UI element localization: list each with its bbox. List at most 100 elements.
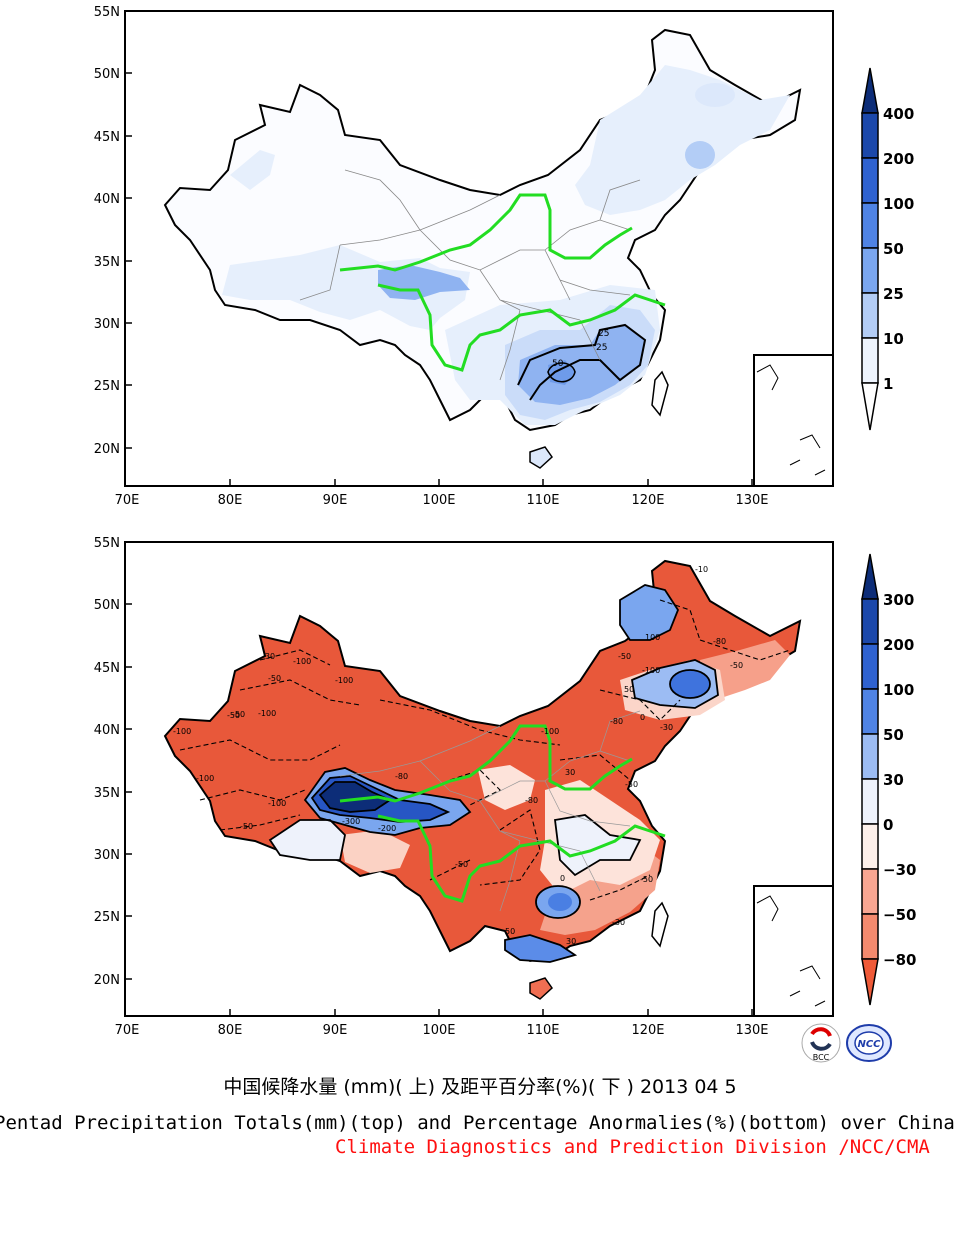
contour-labels: -100 -50 -100 -50 -100 -50 -100 -100 -30… (173, 565, 743, 946)
lon-label: 90E (323, 493, 348, 508)
lat-label: 40N (94, 192, 120, 207)
contour-label: -50 (268, 674, 281, 683)
south-sea-inset (753, 354, 833, 486)
bcc-logo-text: BCC (813, 1053, 830, 1062)
legend-label: 30 (883, 771, 904, 789)
map-frame (124, 10, 834, 487)
lat-label: 40N (94, 723, 120, 738)
map-frame (124, 541, 834, 1017)
yellow-river (339, 193, 633, 272)
contour-label: 25 (598, 329, 609, 339)
contour-label: -50 (455, 860, 468, 869)
legend-label: 200 (883, 150, 914, 168)
anomaly-legend-labels: 300 200 100 50 30 0 −30 −50 −80 (883, 591, 916, 969)
precip-10-area-ne (695, 83, 735, 107)
inset-coast (756, 895, 826, 1007)
precip-anomaly-map: -100 -50 -100 -50 -100 -50 -100 -100 -30… (94, 536, 917, 1038)
bcc-logo: BCC (800, 1022, 842, 1064)
contour-label: 30 (565, 768, 575, 777)
negative-contours (179, 599, 791, 901)
contour-label: 25 (596, 343, 607, 353)
contour-label: -30 (612, 918, 625, 927)
lat-label: 30N (94, 317, 120, 332)
lat-label: 55N (94, 5, 120, 20)
contour-label: -100 (196, 774, 214, 783)
lon-label: 70E (115, 1023, 140, 1038)
contour-label: 30 (566, 937, 576, 946)
lat-label: 45N (94, 661, 120, 676)
anomaly-positive-area-ne2 (620, 585, 678, 640)
contour-label: -80 (713, 637, 726, 646)
yangtze-river (377, 283, 666, 372)
precip-25-area-ne (685, 141, 715, 169)
contour-label: 100 (645, 633, 660, 642)
hainan (529, 446, 553, 469)
contour-label: -50 (730, 661, 743, 670)
legend-label: 25 (883, 285, 904, 303)
lat-label: 25N (94, 910, 120, 925)
legend-label: −30 (883, 861, 916, 879)
contour-label: -100 (258, 709, 276, 718)
contour-label: -50 (227, 711, 240, 720)
ncc-logo: NCC (845, 1022, 892, 1064)
contour-label: -100 (268, 799, 286, 808)
lat-label: 35N (94, 255, 120, 270)
lat-label: 20N (94, 442, 120, 457)
positive-contours (268, 584, 719, 963)
anomaly-300-area-tibet (320, 782, 390, 812)
inset-coast (756, 364, 826, 476)
precip-25-area-s (518, 325, 645, 405)
lat-label: 20N (94, 973, 120, 988)
legend-label: 0 (883, 816, 893, 834)
english-caption: Pentad Precipitation Totals(mm)(top) and… (0, 1112, 955, 1134)
lat-label: 45N (94, 130, 120, 145)
taiwan (651, 901, 669, 948)
ncc-logo-text: NCC (857, 1039, 881, 1050)
contour-label: -200 (378, 824, 396, 833)
china-land (163, 559, 802, 963)
precip-totals-map-panel: 25 25 50 55N 50N 45N 40N 35N 30N 25N 20N… (0, 0, 960, 530)
south-sea-inset (753, 885, 833, 1016)
anomaly-minus30-area-tibet (340, 830, 410, 873)
precip-legend (861, 67, 879, 431)
contour-label: -100 (642, 666, 660, 675)
contour-label: 50 (624, 685, 634, 694)
lon-label: 130E (735, 1023, 768, 1038)
contour-label: -10 (695, 565, 708, 574)
contour-label: -80 (395, 772, 408, 781)
anomaly-positive-area-tibet-s (270, 820, 345, 860)
legend-label: −80 (883, 951, 916, 969)
contour-label: -100 (173, 727, 191, 736)
lon-label: 80E (218, 493, 243, 508)
contour-label: -50 (232, 710, 245, 719)
contour-label: -80 (610, 717, 623, 726)
contour-label: 50 (552, 359, 564, 369)
lat-label: 30N (94, 848, 120, 863)
chinese-caption: 中国候降水量 (mm)( 上) 及距平百分率(%)( 下 ) 2013 04 5 (223, 1076, 737, 1098)
contour-label: -300 (342, 817, 360, 826)
precip-1-area-n (230, 150, 275, 190)
lon-label: 90E (323, 1023, 348, 1038)
precip-legend-labels: 400 200 100 50 25 10 1 (883, 105, 914, 393)
lon-axis: 70E 80E 90E 100E 110E 120E 130E (115, 493, 769, 508)
yangtze-river (377, 814, 666, 903)
precip-anomaly-map-panel: -100 -50 -100 -50 -100 -50 -100 -100 -30… (0, 530, 960, 1050)
legend-label: 300 (883, 591, 914, 609)
lon-label: 110E (526, 1023, 559, 1038)
contour-label: -100 (335, 676, 353, 685)
lon-label: 110E (526, 493, 559, 508)
lat-label: 35N (94, 786, 120, 801)
lat-label: 50N (94, 598, 120, 613)
division-caption: Climate Diagnostics and Prediction Divis… (335, 1136, 930, 1158)
contour-label: -50 (640, 875, 653, 884)
contour-label: -30 (660, 723, 673, 732)
contour-label: -80 (525, 796, 538, 805)
precip-1-area-ne (575, 65, 790, 215)
lat-label: 25N (94, 379, 120, 394)
lon-label: 80E (218, 1023, 243, 1038)
contour-line (547, 362, 576, 383)
lon-label: 100E (422, 493, 455, 508)
contour-label: -30 (262, 652, 275, 661)
precip-totals-map: 25 25 50 55N 50N 45N 40N 35N 30N 25N 20N… (94, 5, 915, 508)
contour-label: 0 (560, 874, 565, 883)
